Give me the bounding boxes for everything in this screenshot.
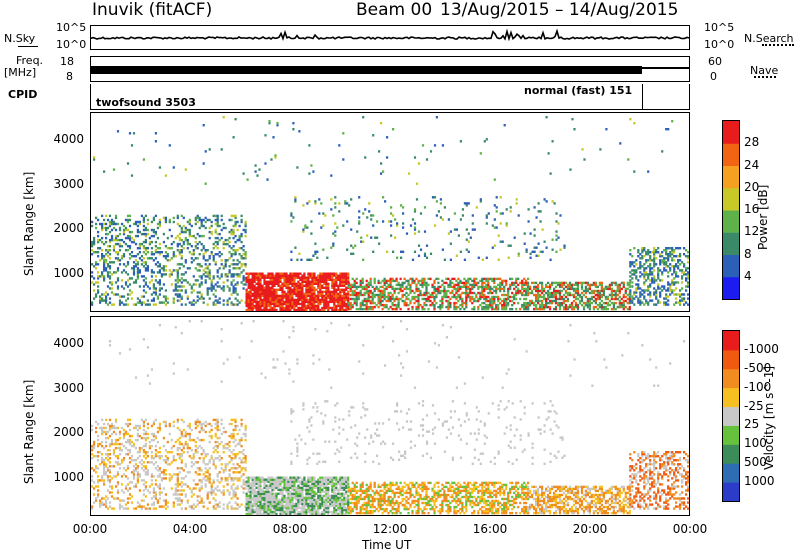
xtick-4: 16:00 [472,522,508,536]
power-cbar-tick-0: 4 [744,268,752,283]
nave-label: Nave [750,64,779,77]
power-ytick-0: 1000 [53,266,84,281]
velocity-swatch-5 [723,387,739,408]
velocity-swatch-1 [723,463,739,483]
power-ytick-1: 2000 [53,221,84,236]
date-range-title: 13/Aug/2015 – 14/Aug/2015 [440,0,679,20]
cpid-label: CPID [8,88,38,101]
power-cbar-tick-3: 16 [744,202,760,216]
power-cbar-tick-1: 8 [744,246,752,261]
velocity-colorbar [722,330,740,502]
power-ytick-2: 3000 [53,176,84,191]
power-swatch-5 [723,165,739,189]
nsearch-legend-dots [762,44,794,46]
velocity-cbar-tick-0: 1000 [744,474,775,489]
cpid-mode-divider [642,84,643,109]
station-title: Inuvik (fitACF) [92,0,213,20]
cpid-mode-1: normal (fast) 151 [524,84,633,97]
xtick-3: 12:00 [372,522,408,536]
nave-tick-top: 60 [708,55,722,68]
velocity-cbar-tick-3: 25 [744,417,760,432]
velocity-cells [91,320,692,516]
xtick-1: 04:00 [172,522,208,536]
velocity-colorbar-swatches [723,331,739,502]
xtick-6: 00:00 [672,522,708,536]
cpid-mode-0: twofsound 3503 [96,96,196,109]
power-colorbar-swatches [723,121,739,300]
velocity-heatmap [91,320,692,516]
velocity-swatch-7 [723,349,739,370]
velocity-cbar-tick-7: -1000 [744,341,779,356]
xtick-0: 00:00 [72,522,108,536]
nsky-line [90,28,690,42]
power-cbar-tick-6: 28 [744,135,760,150]
nsearch-tick-bottom: 10^0 [704,38,735,51]
power-swatch-2 [723,232,739,255]
velocity-ytick-1: 2000 [53,425,84,440]
velocity-swatch-4 [723,406,739,426]
xaxis-label: Time UT [362,538,412,552]
velocity-cbar-tick-4: -25 [744,398,764,413]
nave-legend-dots [754,76,776,78]
freq-line-normal [642,67,689,69]
xtick-2: 08:00 [272,522,308,536]
power-swatch-4 [723,187,739,211]
velocity-cbar-tick-1: 500 [744,455,767,470]
cpid-strip [90,84,690,110]
power-ytick-3: 4000 [53,131,84,146]
power-swatch-7 [723,121,739,144]
velocity-swatch-2 [723,444,739,464]
power-cbar-tick-4: 20 [744,179,760,194]
nsearch-label: N.Search [744,32,794,45]
power-swatch-6 [723,143,739,166]
power-panel [90,112,692,312]
power-cbar-tick-2: 12 [744,224,760,239]
freq-tick-bottom: 8 [66,70,73,83]
nsky-label: N.Sky [4,32,36,45]
nsearch-tick-top: 10^5 [704,21,735,34]
nsky-legend-line [18,46,38,47]
nave-tick-bottom: 0 [710,70,717,83]
xtick-5: 20:00 [572,522,608,536]
velocity-ytick-2: 3000 [53,380,84,395]
nsky-tick-top: 10^5 [56,21,87,34]
velocity-swatch-0 [723,482,739,502]
power-heatmap [91,116,692,312]
freq-tick-top: 18 [60,55,74,68]
freq-unit: [MHz] [4,66,37,79]
beam-title: Beam 00 [356,0,433,20]
velocity-swatch-8 [723,331,739,351]
freq-panel [90,56,690,82]
nsky-tick-bottom: 10^0 [56,38,87,51]
velocity-cbar-tick-6: -500 [744,360,772,375]
power-cells [91,116,692,312]
freq-label: Freq. [16,54,44,67]
power-colorbar [722,120,740,300]
power-cbar-tick-5: 24 [744,157,760,172]
nsky-trace [90,28,690,42]
freq-band-twofsound [91,66,642,74]
freq-trace [91,66,689,74]
nsky-panel [90,25,690,50]
velocity-ylabel: Slant Range [km] [22,379,36,484]
power-swatch-3 [723,210,739,233]
velocity-cbar-tick-2: 100 [744,436,767,451]
power-colorbar-label: Power [dB] [756,184,770,250]
velocity-cbar-tick-5: -100 [744,379,772,394]
velocity-panel [90,316,692,516]
velocity-swatch-3 [723,425,739,445]
power-swatch-1 [723,254,739,278]
power-swatch-0 [723,276,739,300]
velocity-ytick-0: 1000 [53,470,84,485]
velocity-ytick-3: 4000 [53,335,84,350]
power-ylabel: Slant Range [km] [22,171,36,276]
velocity-swatch-6 [723,368,739,389]
